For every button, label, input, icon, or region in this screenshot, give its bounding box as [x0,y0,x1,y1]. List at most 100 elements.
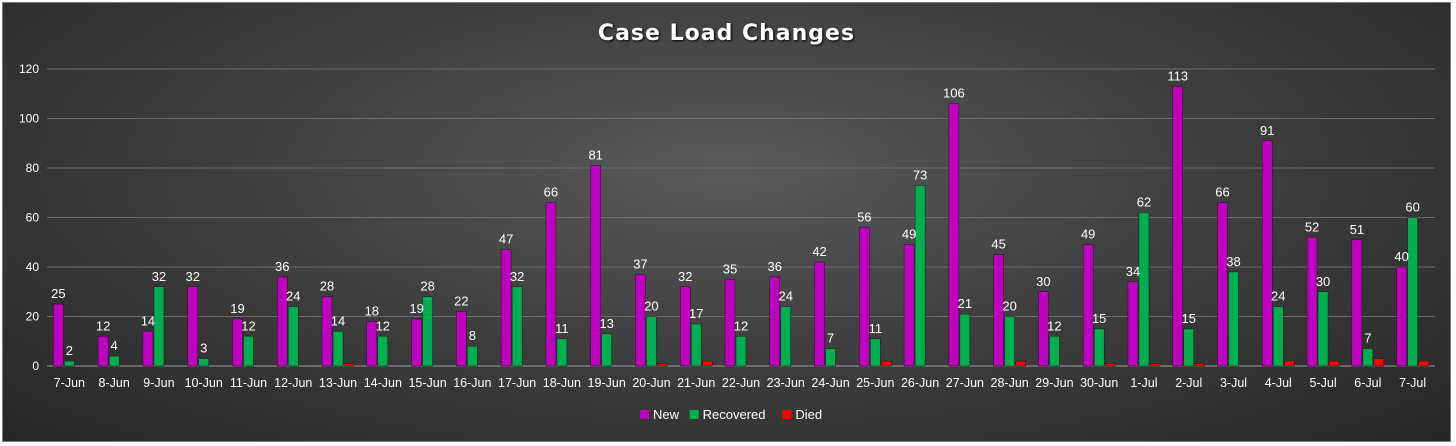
data-label-new: 22 [454,294,468,309]
bar-died [1149,363,1161,367]
bar-recovered [243,336,254,367]
data-label-recovered: 24 [1271,289,1285,304]
data-label-recovered: 12 [734,318,748,333]
data-label-recovered: 14 [331,313,345,328]
data-label-new: 66 [544,185,558,200]
data-label-new: 106 [943,86,965,101]
data-label-new: 56 [857,209,871,224]
bar-recovered [1407,217,1418,367]
bar-new [411,318,422,367]
bar-recovered [1138,212,1150,367]
data-label-new: 49 [1081,227,1095,242]
data-label-new: 81 [588,148,602,163]
data-label-new: 66 [1215,185,1229,200]
bar-new [1262,140,1273,367]
data-label-recovered: 12 [241,318,255,333]
x-tick-label: 21-Jun [677,376,715,390]
data-label-recovered: 30 [1316,274,1330,289]
bar-new [187,286,198,367]
data-label-new: 19 [409,301,423,316]
data-label-new: 47 [499,232,513,247]
data-label-recovered: 3 [200,341,207,356]
bar-died [343,363,355,367]
x-tick-label: 9-Jun [143,376,174,390]
bar-recovered [153,286,165,367]
data-label-new: 36 [275,259,289,274]
data-label-recovered: 32 [152,269,166,284]
x-tick-label: 2-Jul [1175,376,1202,390]
bar-new [1306,237,1318,367]
bar-recovered [422,296,433,367]
data-label-new: 49 [902,227,916,242]
bar-recovered [332,331,344,367]
data-label-new: 19 [230,301,244,316]
data-label-new: 28 [320,279,334,294]
bar-new [1217,202,1228,367]
data-label-new: 51 [1350,222,1364,237]
x-tick-label: 20-Jun [632,376,670,390]
bar-new [724,279,736,367]
data-label-new: 14 [141,313,155,328]
bar-new [97,336,109,367]
data-label-new: 34 [1126,264,1140,279]
y-tick-label: 20 [26,310,40,324]
data-label-recovered: 17 [689,306,703,321]
bar-new [1038,291,1049,367]
data-label-new: 32 [185,269,199,284]
bar-recovered [1183,328,1194,367]
x-tick-label: 5-Jul [1310,376,1337,390]
x-tick-label: 30-Jun [1080,376,1118,390]
data-label-new: 36 [768,259,782,274]
x-tick-label: 26-Jun [901,376,939,390]
data-label-recovered: 60 [1405,200,1419,215]
data-label-recovered: 7 [1364,331,1371,346]
bar-new [1396,266,1407,367]
data-label-recovered: 24 [286,289,300,304]
x-tick-label: 10-Jun [185,376,223,390]
x-tick-label: 13-Jun [319,376,357,390]
data-label-recovered: 73 [913,167,927,182]
data-label-recovered: 20 [1002,299,1016,314]
bar-recovered [511,286,523,367]
x-tick-label: 23-Jun [767,376,805,390]
data-label-recovered: 62 [1137,195,1151,210]
x-tick-label: 7-Jul [1399,376,1426,390]
x-tick-label: 17-Jun [498,376,536,390]
bar-new [635,274,646,367]
bar-new [53,303,64,367]
y-tick-label: 60 [26,211,40,225]
bar-recovered [646,316,657,367]
bar-died [701,360,713,367]
data-label-recovered: 38 [1226,254,1240,269]
x-tick-label: 8-Jun [99,376,130,390]
y-tick-label: 0 [32,359,39,373]
data-label-new: 42 [812,244,826,259]
x-tick-label: 7-Jun [54,376,85,390]
x-tick-label: 3-Jul [1220,376,1247,390]
bar-new [1082,244,1094,367]
bar-recovered [556,338,568,367]
bar-died [1194,363,1205,367]
bar-new [590,165,601,367]
bar-new [456,311,467,367]
data-label-recovered: 2 [66,343,73,358]
bar-new [679,286,691,367]
bar-recovered [1317,291,1329,367]
bar-recovered [288,306,299,367]
bar-new [859,227,870,367]
x-tick-label: 12-Jun [274,376,312,390]
bar-recovered [825,348,836,367]
x-tick-label: 6-Jul [1354,376,1381,390]
bar-new [366,321,378,367]
bar-recovered [467,345,478,367]
bar-recovered [959,313,971,367]
x-tick-label: 29-Jun [1035,376,1073,390]
data-label-recovered: 12 [376,318,390,333]
bar-died [881,360,892,367]
data-label-new: 35 [723,261,737,276]
x-tick-label: 22-Jun [722,376,760,390]
legend-label-recovered: Recovered [703,407,766,422]
bar-recovered [1049,336,1060,367]
bar-new [1351,239,1363,367]
